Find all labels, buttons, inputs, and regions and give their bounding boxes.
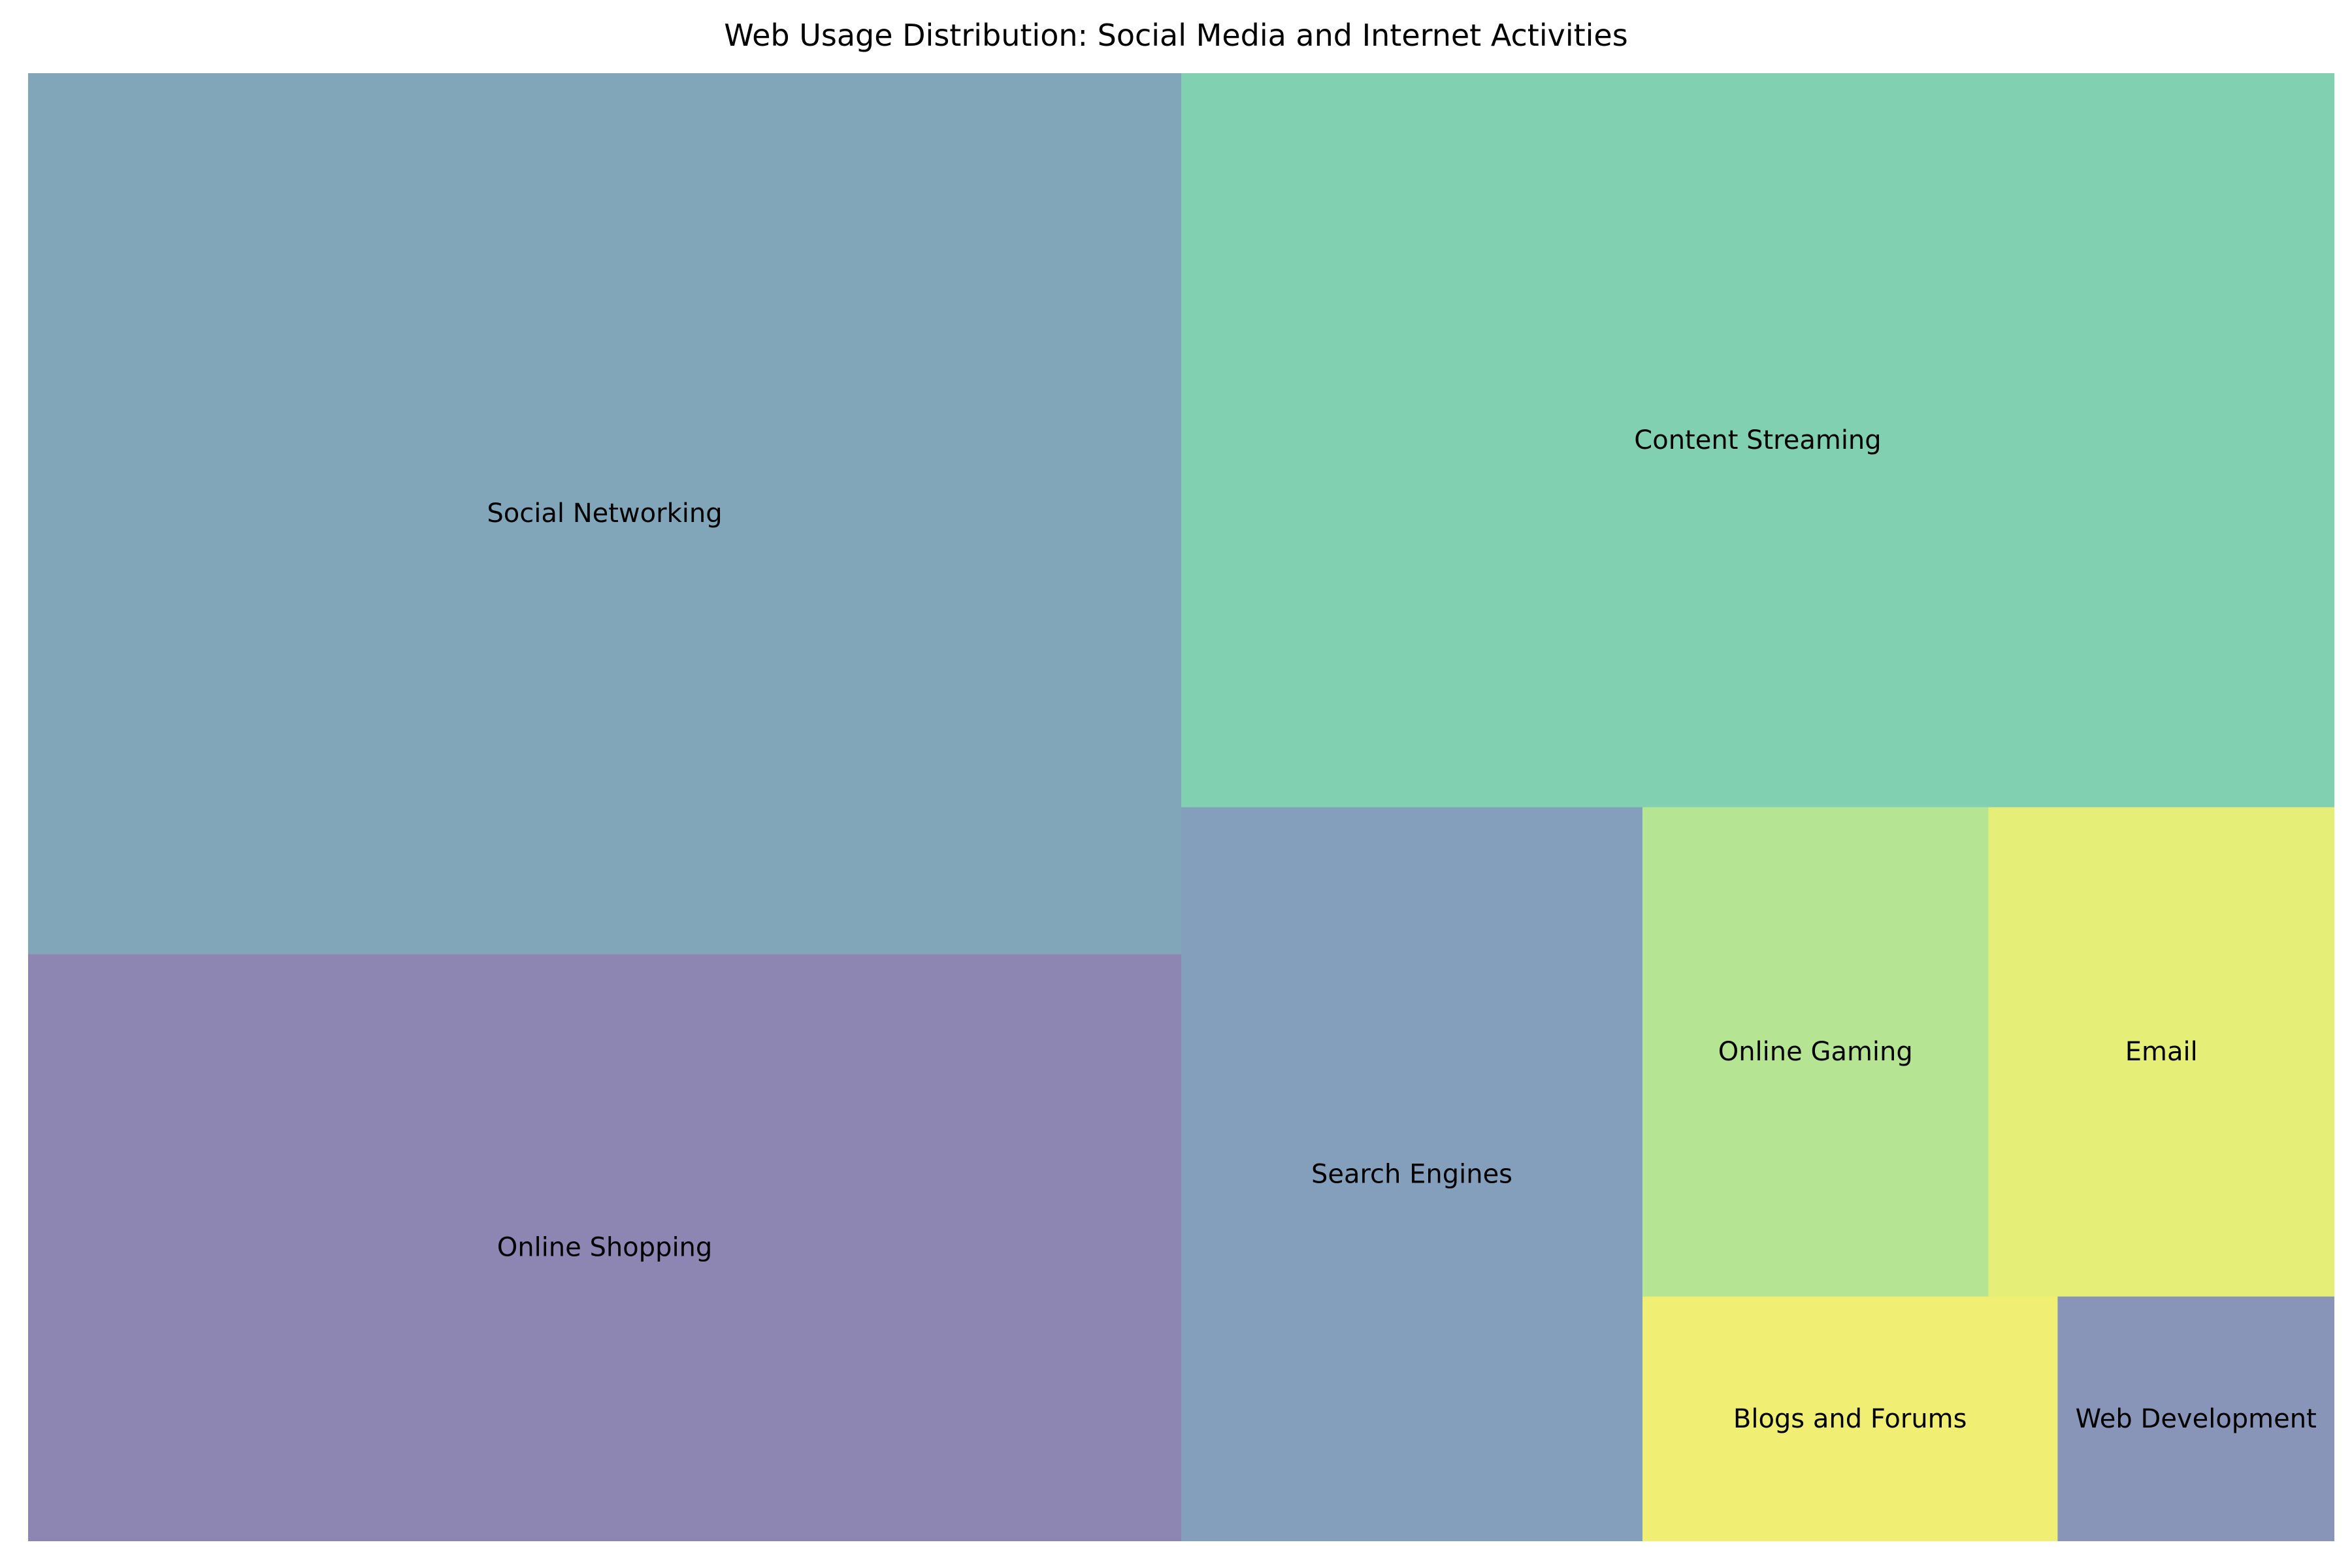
- treemap-tiles: [28, 73, 2334, 1541]
- tile-online-shopping: [28, 954, 1181, 1541]
- treemap-labels: Social Networking Online Shopping Content …: [487, 425, 2316, 1434]
- tile-social-networking: [28, 73, 1181, 955]
- tile-label-social-networking: Social Networking: [487, 498, 722, 529]
- chart-title: Web Usage Distribution: Social Media and…: [724, 18, 1627, 53]
- tile-blogs-and-forums: [1642, 1296, 2058, 1541]
- tile-label-online-gaming: Online Gaming: [1718, 1037, 1913, 1067]
- tile-label-blogs-and-forums: Blogs and Forums: [1733, 1404, 1967, 1434]
- tile-label-content-streaming: Content Streaming: [1634, 425, 1881, 455]
- tile-search-engines: [1181, 807, 1642, 1541]
- tile-online-gaming: [1642, 807, 1989, 1297]
- tile-web-development: [2057, 1296, 2334, 1541]
- tile-label-search-engines: Search Engines: [1311, 1159, 1512, 1189]
- tile-label-email: Email: [2125, 1037, 2198, 1067]
- tile-email: [1988, 807, 2334, 1297]
- tile-label-online-shopping: Online Shopping: [497, 1233, 713, 1263]
- tile-label-web-development: Web Development: [2076, 1404, 2317, 1434]
- tile-content-streaming: [1181, 73, 2334, 808]
